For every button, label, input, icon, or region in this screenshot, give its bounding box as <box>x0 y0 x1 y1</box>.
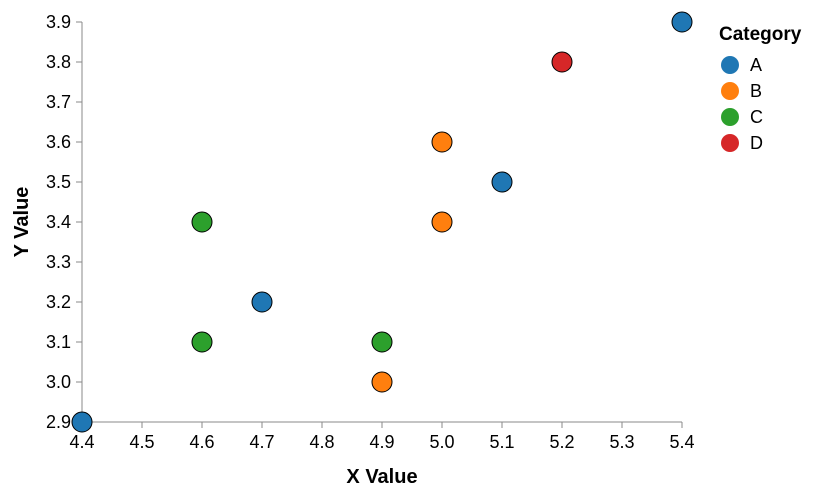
point-c-2 <box>371 331 393 353</box>
y-tick-label: 2.9 <box>46 412 71 432</box>
point-a-2 <box>491 171 513 193</box>
point-c-0 <box>191 331 213 353</box>
legend-title: Category <box>719 24 802 45</box>
y-tick-label: 3.1 <box>46 332 71 352</box>
y-tick-label: 3.8 <box>46 52 71 72</box>
point-a-0 <box>71 411 93 433</box>
y-tick-label: 3.9 <box>46 12 71 32</box>
y-axis: 2.9 3.0 3.1 3.2 3.3 3.4 3.5 3.6 3.7 3.8 3.9 <box>46 12 83 432</box>
legend-swatch-a <box>721 56 739 74</box>
legend-swatch-c <box>721 108 739 126</box>
x-tick-label: 4.8 <box>309 432 334 452</box>
x-tick-label: 5.1 <box>489 432 514 452</box>
point-b-1 <box>431 211 453 233</box>
legend-label-a: A <box>750 55 762 75</box>
x-tick-label: 4.6 <box>189 432 214 452</box>
point-a-1 <box>251 291 273 313</box>
y-tick-label: 3.5 <box>46 172 71 192</box>
legend-label-c: C <box>750 107 763 127</box>
y-tick-label: 3.2 <box>46 292 71 312</box>
point-d-0 <box>551 51 573 73</box>
point-a-3 <box>671 11 693 33</box>
point-b-2 <box>431 131 453 153</box>
y-tick-label: 3.0 <box>46 372 71 392</box>
x-axis: 4.4 4.5 4.6 4.7 4.8 4.9 5.0 5.1 5.2 5.3 5.4 <box>69 421 695 452</box>
x-tick-label: 5.3 <box>609 432 634 452</box>
x-tick-label: 4.7 <box>249 432 274 452</box>
point-b-0 <box>371 371 393 393</box>
x-tick-label: 5.4 <box>669 432 694 452</box>
legend-label-b: B <box>750 81 762 101</box>
y-tick-label: 3.3 <box>46 252 71 272</box>
x-tick-label: 4.9 <box>369 432 394 452</box>
x-axis-title: X Value <box>346 466 417 488</box>
legend-swatch-d <box>721 134 739 152</box>
legend-label-d: D <box>750 133 763 153</box>
y-tick-label: 3.7 <box>46 92 71 112</box>
legend-swatch-b <box>721 82 739 100</box>
points-layer <box>71 11 693 433</box>
point-c-1 <box>191 211 213 233</box>
x-tick-label: 5.2 <box>549 432 574 452</box>
x-tick-label: 5.0 <box>429 432 454 452</box>
y-tick-label: 3.4 <box>46 212 71 232</box>
y-tick-label: 3.6 <box>46 132 71 152</box>
y-axis-title: Y Value <box>11 187 33 258</box>
x-tick-label: 4.5 <box>129 432 154 452</box>
x-tick-label: 4.4 <box>69 432 94 452</box>
